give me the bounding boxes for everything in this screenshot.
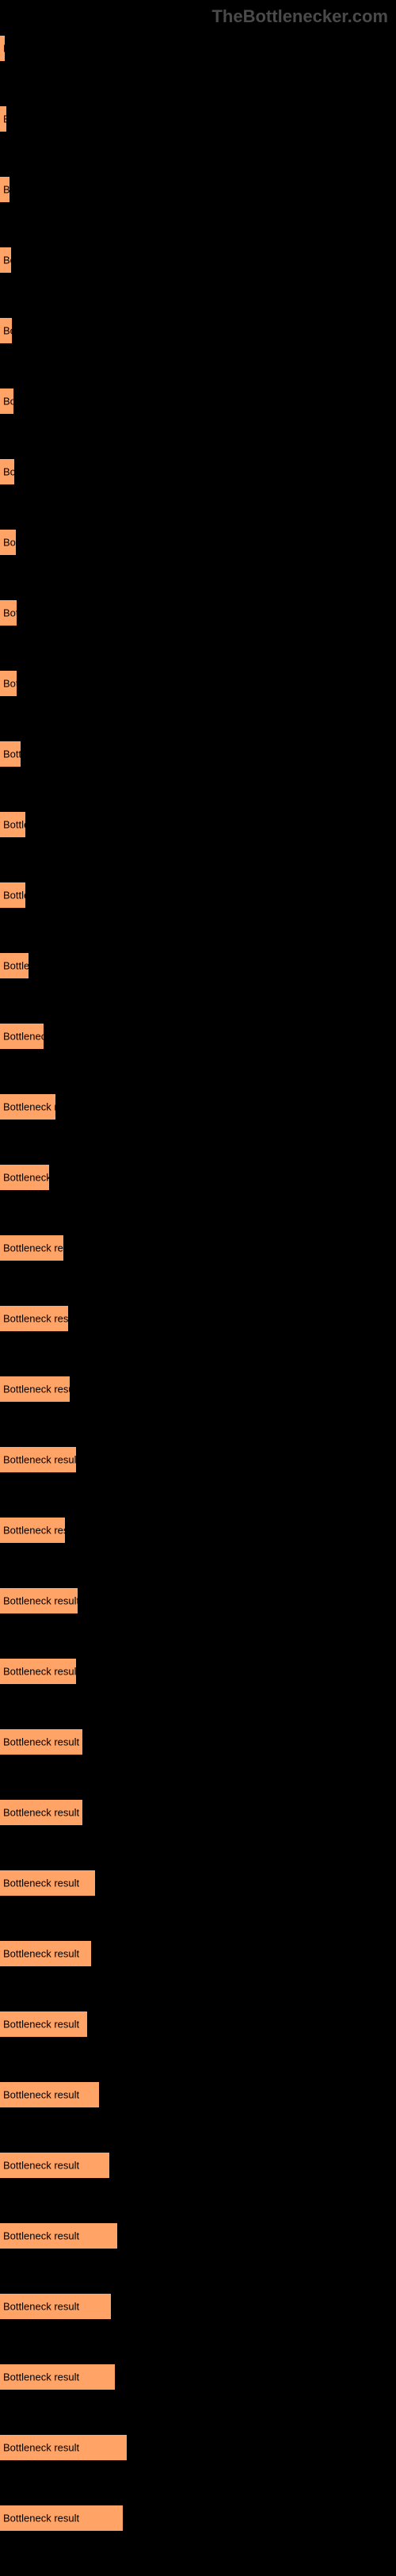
bar-row: Bottleneck result (0, 318, 396, 343)
bar-label: Bottleneck result (3, 2513, 79, 2524)
bar-label: Bottleneck result (3, 748, 24, 760)
bar-label: Bottleneck result (3, 1454, 79, 1466)
bar-label: Bottleneck result (3, 2019, 79, 2031)
bar-row: Bottleneck result (0, 882, 396, 908)
bar-row: Bottleneck result (0, 2294, 396, 2319)
bar-row: Bottleneck result (0, 1588, 396, 1613)
bar-label: Bottleneck result (3, 537, 19, 549)
bar-row: Bottleneck result (0, 1094, 396, 1120)
bar-row: Bottleneck result (0, 389, 396, 414)
bar-row: Bottleneck result (0, 2011, 396, 2037)
bar-row: Bottleneck result (0, 2505, 396, 2531)
bar-label: Bottleneck result (3, 396, 17, 408)
bar-row: Bottleneck result (0, 600, 396, 626)
bar-label: Bottleneck result (3, 325, 15, 337)
bar-label: Bottleneck result (3, 607, 20, 619)
bar-row: Bottleneck result (0, 1941, 396, 1966)
bar-row: Bottleneck result (0, 177, 396, 202)
bar-chart: Bottleneck result Bottleneck result Bottle… (0, 0, 396, 2531)
bar-label: Bottleneck result (3, 1313, 71, 1325)
bar-row: Bottleneck result (0, 741, 396, 767)
bar-row: Bottleneck result (0, 1024, 396, 1049)
bar-row: Bottleneck result (0, 1729, 396, 1755)
bar-label: Bottleneck result (3, 2371, 79, 2383)
bar-row: Bottleneck result (0, 247, 396, 273)
bar-label: Bottleneck result (3, 1736, 79, 1748)
bar-row: Bottleneck result (0, 953, 396, 978)
bar-label: Bottleneck result (3, 2089, 79, 2101)
bar-label: Bottleneck result (3, 2230, 79, 2242)
bar-label: Bottleneck result (3, 2160, 79, 2172)
bar-label: Bottleneck result (3, 43, 8, 55)
bar-label: Bottleneck result (3, 255, 14, 266)
bar-row: Bottleneck result (0, 671, 396, 696)
bar-label: Bottleneck result (3, 819, 29, 831)
bar-row: Bottleneck result (0, 2082, 396, 2107)
bar-row: Bottleneck result (0, 1659, 396, 1684)
bar-row: Bottleneck result (0, 1376, 396, 1402)
bar-row: Bottleneck result (0, 1800, 396, 1825)
bar-row: Bottleneck result (0, 106, 396, 132)
bar-row: Bottleneck result (0, 1306, 396, 1331)
bar-label: Bottleneck result (3, 1242, 67, 1254)
bar-label: Bottleneck result (3, 960, 32, 972)
bar-label: Bottleneck result (3, 113, 10, 125)
bar-label: Bottleneck result (3, 1595, 79, 1607)
bar-row: Bottleneck result (0, 530, 396, 555)
bar-row: Bottleneck result (0, 2364, 396, 2390)
bar-row: Bottleneck result (0, 1165, 396, 1190)
bar-label: Bottleneck result (3, 1101, 59, 1113)
watermark-text: TheBottlenecker.com (211, 6, 388, 27)
bar-label: Bottleneck result (3, 678, 20, 690)
bar-label: Bottleneck result (3, 1384, 73, 1395)
bar-row: Bottleneck result (0, 1518, 396, 1543)
bar-label: Bottleneck result (3, 1031, 47, 1043)
bar-label: Bottleneck result (3, 1948, 79, 1960)
bar-label: Bottleneck result (3, 1666, 79, 1678)
bar-row: Bottleneck result (0, 812, 396, 837)
bar-row: Bottleneck result (0, 2223, 396, 2249)
bar-label: Bottleneck result (3, 466, 17, 478)
bar-label: Bottleneck result (3, 2442, 79, 2454)
bar-label: Bottleneck result (3, 1807, 79, 1819)
bar-row: Bottleneck result (0, 36, 396, 61)
bar-label: Bottleneck result (3, 2301, 79, 2313)
bar-row: Bottleneck result (0, 1447, 396, 1472)
bar-row: Bottleneck result (0, 1235, 396, 1261)
bar-row: Bottleneck result (0, 459, 396, 484)
bar-label: Bottleneck result (3, 890, 29, 901)
bar-row: Bottleneck result (0, 2153, 396, 2178)
bar-label: Bottleneck result (3, 184, 13, 196)
bar-label: Bottleneck result (3, 1172, 52, 1184)
bar-label: Bottleneck result (3, 1525, 68, 1537)
bar-row: Bottleneck result (0, 2435, 396, 2460)
bar-row: Bottleneck result (0, 1870, 396, 1896)
bar-label: Bottleneck result (3, 1877, 79, 1889)
